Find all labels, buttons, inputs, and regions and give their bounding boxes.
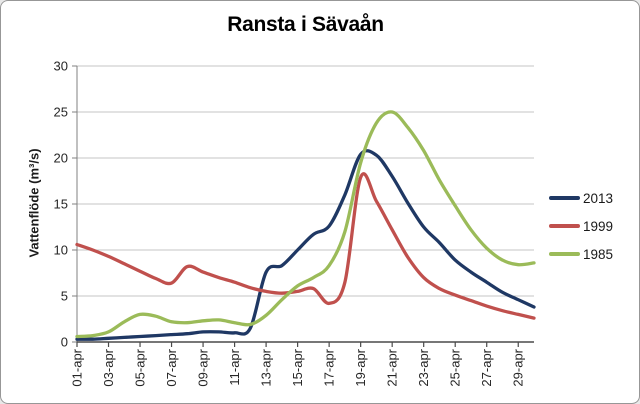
- legend: 2013 1999 1985: [549, 184, 613, 268]
- y-tick-label-10: 10: [54, 243, 68, 258]
- x-tick-label-17-apr: 17-apr: [322, 348, 337, 386]
- chart-title: Ransta i Sävaån: [227, 13, 384, 36]
- legend-line-swatch-2013: [549, 196, 580, 200]
- x-tick-label-11-apr: 11-apr: [227, 348, 242, 385]
- x-tick-label-07-apr: 07-apr: [164, 348, 179, 386]
- x-tick-label-21-apr: 21-apr: [385, 348, 400, 386]
- y-tick-label-30: 30: [54, 59, 68, 74]
- x-tick-label-03-apr: 03-apr: [101, 348, 116, 386]
- x-tick-label-09-apr: 09-apr: [196, 348, 211, 386]
- legend-label-1999: 1999: [583, 218, 614, 234]
- legend-item-1985: 1985: [549, 240, 613, 268]
- series-line-1999: [75, 172, 536, 320]
- legend-item-1999: 1999: [549, 212, 613, 240]
- y-tick-label-20: 20: [54, 151, 68, 166]
- x-tick-label-13-apr: 13-apr: [259, 348, 274, 386]
- y-tick-label-25: 25: [54, 105, 68, 120]
- x-tick-label-23-apr: 23-apr: [416, 348, 431, 386]
- legend-label-1985: 1985: [583, 246, 614, 262]
- legend-line-swatch-1985: [549, 252, 580, 256]
- legend-line-swatch-1999: [549, 224, 580, 228]
- x-tick-label-15-apr: 15-apr: [290, 348, 305, 386]
- x-tick-label-01-apr: 01-apr: [70, 348, 85, 386]
- x-tick-label-25-apr: 25-apr: [448, 348, 463, 386]
- legend-item-2013: 2013: [549, 184, 613, 212]
- y-tick-label-5: 5: [61, 289, 68, 304]
- x-tick-label-27-apr: 27-apr: [479, 348, 494, 386]
- y-tick-label-0: 0: [61, 335, 68, 350]
- y-tick-label-15: 15: [54, 197, 68, 212]
- legend-label-2013: 2013: [583, 190, 614, 206]
- x-tick-label-29-apr: 29-apr: [511, 348, 526, 386]
- series-line-1985: [75, 110, 536, 339]
- x-tick-label-19-apr: 19-apr: [353, 348, 368, 386]
- series-line-2013: [75, 149, 536, 341]
- x-tick-label-05-apr: 05-apr: [133, 348, 148, 386]
